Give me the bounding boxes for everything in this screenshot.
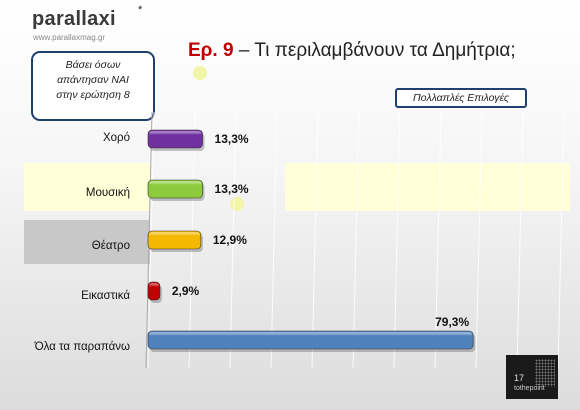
logo-star-icon: * bbox=[138, 4, 143, 16]
bar-highlight bbox=[149, 232, 200, 240]
grid-line bbox=[229, 111, 237, 369]
grid-line bbox=[311, 111, 319, 369]
category-label: Όλα τα παραπάνω bbox=[34, 341, 130, 353]
question-text: – Τι περιλαμβάνουν τα Δημήτρια; bbox=[233, 40, 516, 61]
base-note-box: Βάσει όσων απάντησαν ΝΑΙ στην ερώτηση 8 bbox=[31, 51, 155, 121]
category-label: Μουσική bbox=[85, 187, 130, 199]
multiple-choice-badge: Πολλαπλές Επιλογές bbox=[395, 88, 527, 108]
category-label: Εικαστικά bbox=[81, 290, 130, 302]
bar-highlight bbox=[149, 181, 202, 189]
grid-line bbox=[270, 111, 278, 369]
decor-dot bbox=[193, 66, 207, 80]
question-number: Ερ. 9 bbox=[188, 40, 234, 61]
gray-band bbox=[24, 220, 150, 264]
grid-line bbox=[516, 111, 524, 369]
base-note-line: Βάσει όσων bbox=[65, 59, 121, 71]
bar-highlight bbox=[149, 332, 473, 340]
page-badge: 17 tothepoint bbox=[506, 355, 558, 399]
brand-dots-icon bbox=[535, 359, 555, 387]
category-label: Χορό bbox=[102, 132, 130, 144]
grid-line bbox=[475, 111, 483, 369]
base-note-line: στην ερώτηση 8 bbox=[56, 89, 130, 101]
value-label: 79,3% bbox=[435, 315, 469, 329]
bar-highlight bbox=[149, 283, 159, 291]
page-number: 17 bbox=[514, 373, 525, 383]
logo: parallaxi bbox=[32, 8, 116, 30]
brand-name: tothepoint bbox=[514, 385, 545, 392]
logo-url: www.parallaxmag.gr bbox=[33, 33, 106, 42]
highlight-band-right bbox=[285, 163, 570, 211]
bar-highlight bbox=[149, 131, 202, 139]
grid-line bbox=[352, 111, 360, 369]
value-label: 12,9% bbox=[213, 233, 247, 247]
grid-line bbox=[434, 111, 442, 369]
grid-line bbox=[557, 111, 565, 369]
value-label: 2,9% bbox=[172, 284, 200, 298]
value-label: 13,3% bbox=[215, 182, 249, 196]
grid-line bbox=[393, 111, 401, 369]
highlight-band-left bbox=[24, 163, 150, 211]
page-title: Ερ. 9 – Τι περιλαμβάνουν τα Δημήτρια; bbox=[188, 40, 516, 62]
value-label: 13,3% bbox=[215, 132, 249, 146]
base-note-line: απάντησαν ΝΑΙ bbox=[57, 74, 129, 86]
category-label: Θέατρο bbox=[91, 240, 130, 252]
